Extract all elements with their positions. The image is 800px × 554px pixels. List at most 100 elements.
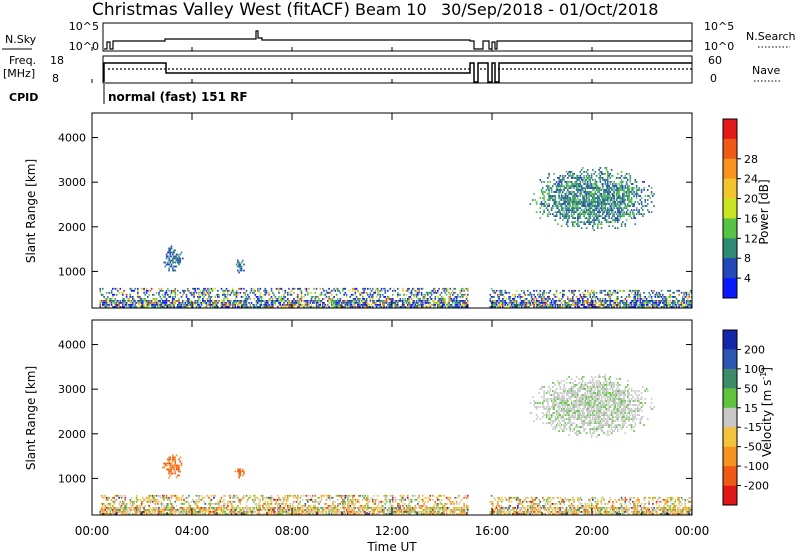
echo-cell bbox=[202, 293, 204, 296]
echo-cell bbox=[270, 287, 273, 290]
echo-cell bbox=[465, 287, 468, 290]
echo-cell bbox=[409, 507, 412, 509]
echo-cell bbox=[249, 496, 252, 499]
echo-cell bbox=[639, 302, 642, 304]
echo-cell bbox=[608, 217, 610, 219]
echo-cell bbox=[279, 505, 282, 507]
echo-cell bbox=[618, 197, 620, 199]
echo-cell bbox=[623, 191, 625, 193]
echo-cell bbox=[360, 511, 363, 513]
echo-cell bbox=[653, 302, 655, 304]
echo-cell bbox=[105, 505, 108, 507]
echo-cell bbox=[350, 513, 353, 515]
echo-cell bbox=[555, 300, 558, 302]
echo-cell bbox=[268, 291, 270, 294]
echo-cell bbox=[287, 496, 289, 499]
echo-cell bbox=[548, 203, 550, 205]
echo-cell bbox=[163, 498, 165, 501]
echo-cell bbox=[299, 302, 302, 304]
echo-cell bbox=[144, 302, 147, 304]
echo-cell bbox=[628, 193, 630, 195]
echo-cell bbox=[607, 189, 609, 191]
echo-cell bbox=[214, 300, 217, 302]
echo-cell bbox=[404, 503, 407, 505]
echo-cell bbox=[369, 306, 372, 308]
echo-cell bbox=[379, 302, 382, 304]
echo-cell bbox=[612, 195, 614, 197]
echo-cell bbox=[632, 205, 634, 207]
echo-cell bbox=[354, 306, 357, 308]
echo-cell bbox=[562, 213, 564, 215]
echo-cell bbox=[169, 500, 172, 503]
echo-cell bbox=[294, 304, 297, 306]
echo-cell bbox=[215, 302, 218, 304]
echo-cell bbox=[163, 507, 165, 509]
echo-cell bbox=[584, 179, 587, 181]
echo-cell bbox=[429, 291, 432, 294]
echo-cell bbox=[300, 306, 303, 308]
echo-cell bbox=[199, 507, 202, 509]
echo-cell bbox=[499, 306, 502, 308]
echo-cell bbox=[568, 197, 570, 199]
echo-cell bbox=[175, 265, 178, 268]
echo-cell bbox=[108, 507, 110, 509]
echo-cell bbox=[398, 505, 400, 507]
echo-cell bbox=[613, 205, 615, 207]
echo-cell bbox=[580, 296, 583, 298]
echo-cell bbox=[110, 507, 113, 509]
echo-cell bbox=[389, 287, 392, 290]
echo-cell bbox=[650, 201, 653, 203]
echo-cell bbox=[315, 509, 318, 511]
echo-cell bbox=[443, 289, 445, 292]
echo-cell bbox=[663, 304, 665, 306]
echo-cell bbox=[100, 513, 103, 515]
echo-cell bbox=[573, 203, 575, 205]
echo-cell bbox=[449, 298, 452, 300]
echo-cell bbox=[590, 213, 593, 215]
echo-cell bbox=[465, 302, 468, 304]
noise-sky-label: N.Sky bbox=[5, 33, 37, 46]
echo-cell bbox=[580, 177, 583, 179]
echo-cell bbox=[607, 291, 609, 294]
echo-cell bbox=[383, 296, 385, 298]
echo-cell bbox=[193, 293, 195, 296]
echo-cell bbox=[253, 511, 255, 513]
echo-cell bbox=[414, 513, 417, 515]
echo-cell bbox=[579, 189, 582, 191]
echo-cell bbox=[508, 296, 510, 298]
echo-cell bbox=[627, 199, 629, 201]
echo-cell bbox=[493, 296, 495, 298]
echo-cell bbox=[313, 287, 315, 290]
echo-cell bbox=[124, 494, 127, 497]
echo-cell bbox=[342, 287, 344, 290]
echo-cell bbox=[210, 304, 213, 306]
echo-cell bbox=[569, 298, 572, 300]
echo-cell bbox=[378, 503, 380, 505]
echo-cell bbox=[613, 289, 615, 292]
echo-cell bbox=[635, 185, 638, 187]
echo-cell bbox=[567, 189, 569, 191]
echo-cell bbox=[562, 304, 564, 306]
echo-cell bbox=[492, 300, 494, 302]
echo-cell bbox=[367, 496, 369, 499]
echo-cell bbox=[424, 306, 427, 308]
echo-cell bbox=[645, 304, 648, 306]
echo-cell bbox=[455, 304, 458, 306]
echo-cell bbox=[583, 205, 585, 207]
echo-cell bbox=[320, 306, 323, 308]
echo-cell bbox=[580, 179, 583, 181]
echo-cell bbox=[615, 183, 618, 185]
echo-cell bbox=[352, 287, 354, 290]
echo-cell bbox=[265, 291, 268, 294]
echo-cell bbox=[175, 498, 178, 501]
echo-cell bbox=[312, 507, 314, 509]
echo-cell bbox=[504, 304, 507, 306]
echo-cell bbox=[643, 181, 645, 183]
echo-cell bbox=[168, 263, 170, 266]
echo-cell bbox=[294, 507, 297, 509]
echo-cell bbox=[403, 507, 405, 509]
echo-cell bbox=[123, 302, 125, 304]
echo-cell bbox=[285, 304, 288, 306]
echo-cell bbox=[597, 191, 599, 193]
echo-cell bbox=[579, 296, 582, 298]
